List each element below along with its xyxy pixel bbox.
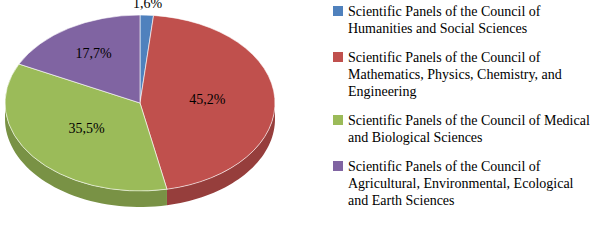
slice [19, 15, 140, 103]
legend-label-line: Scientific Panels of the Council of [348, 159, 541, 174]
chart: 1,6% 45,2% 35,5% 17,7% Scientific Panels of … [0, 0, 600, 229]
legend-label: Scientific Panels of the Council of Mathe… [348, 50, 562, 99]
legend-item: Scientific Panels of the Council of Agric… [333, 159, 574, 208]
data-label: 35,5% [68, 121, 105, 136]
legend-swatch [333, 161, 343, 171]
legend-item: Scientific Panels of the Council of Mathe… [333, 50, 562, 99]
data-label: 45,2% [189, 92, 226, 107]
legend-label-line: and Earth Sciences [348, 193, 455, 208]
legend-label-line: Agricultural, Environmental, Ecological [348, 176, 574, 191]
legend-label-line: Scientific Panels of the Council of Medi… [348, 113, 590, 128]
legend-label-line: Humanities and Social Sciences [348, 21, 527, 36]
legend-item: Scientific Panels of the Council of Human… [333, 4, 541, 36]
legend-swatch [333, 52, 343, 62]
legend-label-line: Scientific Panels of the Council of [348, 50, 541, 65]
data-label: 1,6% [133, 0, 163, 11]
data-label: 17,7% [76, 46, 113, 61]
legend: Scientific Panels of the Council of Human… [333, 4, 590, 208]
pie-top [5, 15, 275, 191]
legend-label: Scientific Panels of the Council of Human… [348, 4, 541, 36]
legend-label-line: and Biological Sciences [348, 130, 483, 145]
slice [140, 15, 275, 189]
legend-swatch [333, 115, 343, 125]
legend-label: Scientific Panels of the Council of Agric… [348, 159, 574, 208]
data-labels: 1,6% 45,2% 35,5% 17,7% [68, 0, 225, 136]
legend-item: Scientific Panels of the Council of Medi… [333, 113, 590, 145]
pie [5, 15, 275, 207]
legend-swatch [333, 6, 343, 16]
legend-label: Scientific Panels of the Council of Medi… [348, 113, 590, 145]
legend-label-line: Engineering [348, 84, 416, 99]
legend-label-line: Scientific Panels of the Council of [348, 4, 541, 19]
legend-label-line: Mathematics, Physics, Chemistry, and [348, 67, 562, 82]
